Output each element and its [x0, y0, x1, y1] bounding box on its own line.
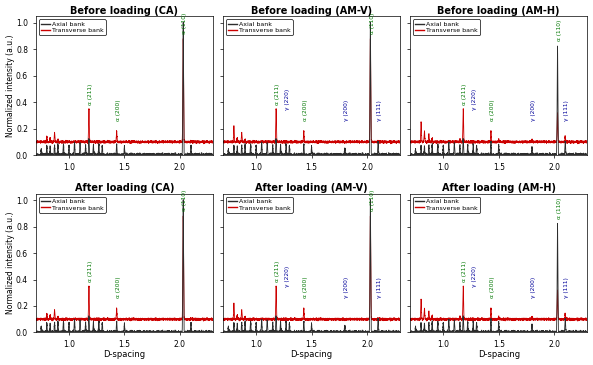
- Y-axis label: Normalized intensity (a.u.): Normalized intensity (a.u.): [5, 34, 15, 137]
- Text: γ (111): γ (111): [377, 277, 382, 298]
- Title: After loading (CA): After loading (CA): [75, 183, 174, 193]
- Text: γ (220): γ (220): [285, 89, 290, 110]
- Title: Before loading (CA): Before loading (CA): [71, 5, 178, 16]
- Text: α (200): α (200): [303, 276, 308, 298]
- Text: α (110): α (110): [183, 12, 187, 34]
- Legend: Axial bank, Transverse bank: Axial bank, Transverse bank: [413, 197, 480, 212]
- Text: γ (200): γ (200): [531, 277, 536, 298]
- Text: α (110): α (110): [183, 189, 187, 211]
- Legend: Axial bank, Transverse bank: Axial bank, Transverse bank: [226, 197, 293, 212]
- Title: After loading (AM-V): After loading (AM-V): [255, 183, 368, 193]
- Text: α (110): α (110): [557, 20, 562, 42]
- Text: α (211): α (211): [88, 84, 93, 105]
- X-axis label: D-spacing: D-spacing: [478, 350, 520, 360]
- Text: γ (220): γ (220): [473, 266, 477, 288]
- Text: α (200): α (200): [490, 276, 495, 298]
- Title: Before loading (AM-V): Before loading (AM-V): [251, 5, 372, 16]
- Text: α (200): α (200): [303, 99, 308, 121]
- Text: α (200): α (200): [490, 99, 495, 121]
- Text: α (211): α (211): [463, 261, 467, 282]
- Legend: Axial bank, Transverse bank: Axial bank, Transverse bank: [39, 197, 106, 212]
- Text: γ (220): γ (220): [473, 89, 477, 110]
- Text: γ (200): γ (200): [344, 100, 349, 121]
- Text: γ (111): γ (111): [565, 100, 569, 121]
- Text: γ (200): γ (200): [344, 277, 349, 298]
- Text: α (211): α (211): [275, 261, 280, 282]
- Text: α (110): α (110): [369, 189, 375, 211]
- Text: α (110): α (110): [557, 197, 562, 219]
- Legend: Axial bank, Transverse bank: Axial bank, Transverse bank: [39, 19, 106, 35]
- Text: α (211): α (211): [275, 84, 280, 105]
- Text: γ (200): γ (200): [531, 100, 536, 121]
- X-axis label: D-spacing: D-spacing: [103, 350, 145, 360]
- X-axis label: D-spacing: D-spacing: [291, 350, 333, 360]
- Text: α (200): α (200): [116, 276, 121, 298]
- Y-axis label: Normalized intensity (a.u.): Normalized intensity (a.u.): [5, 212, 15, 314]
- Text: α (211): α (211): [463, 84, 467, 105]
- Title: Before loading (AM-H): Before loading (AM-H): [438, 5, 560, 16]
- Legend: Axial bank, Transverse bank: Axial bank, Transverse bank: [413, 19, 480, 35]
- Text: γ (111): γ (111): [565, 277, 569, 298]
- Text: γ (220): γ (220): [285, 266, 290, 288]
- Text: γ (111): γ (111): [377, 100, 382, 121]
- Text: α (211): α (211): [88, 261, 93, 282]
- Legend: Axial bank, Transverse bank: Axial bank, Transverse bank: [226, 19, 293, 35]
- Title: After loading (AM-H): After loading (AM-H): [442, 183, 556, 193]
- Text: α (110): α (110): [369, 12, 375, 34]
- Text: α (200): α (200): [116, 99, 121, 121]
